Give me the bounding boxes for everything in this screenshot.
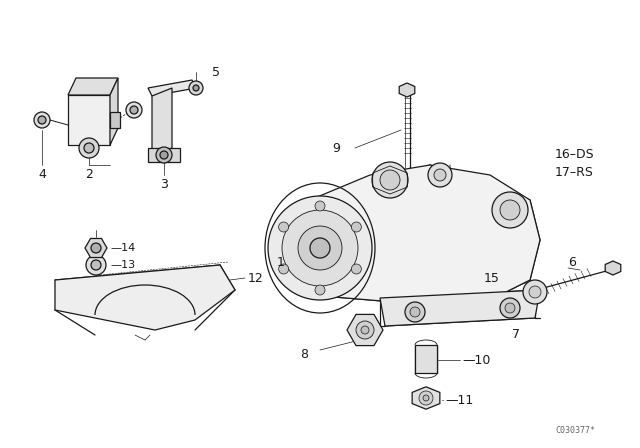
- Circle shape: [278, 264, 289, 274]
- Text: 5: 5: [212, 65, 220, 78]
- Circle shape: [351, 264, 362, 274]
- Polygon shape: [55, 265, 235, 330]
- Polygon shape: [380, 290, 540, 326]
- Polygon shape: [347, 314, 383, 345]
- Circle shape: [160, 151, 168, 159]
- Polygon shape: [110, 112, 120, 128]
- Circle shape: [86, 255, 106, 275]
- Polygon shape: [412, 387, 440, 409]
- Text: —10: —10: [462, 353, 490, 366]
- Circle shape: [423, 395, 429, 401]
- Text: 17–RS: 17–RS: [555, 165, 594, 178]
- Polygon shape: [85, 238, 107, 258]
- Text: —14: —14: [110, 243, 135, 253]
- Circle shape: [500, 298, 520, 318]
- Text: C030377*: C030377*: [555, 426, 595, 435]
- Circle shape: [428, 163, 452, 187]
- Bar: [415, 345, 437, 373]
- Circle shape: [434, 169, 446, 181]
- Text: 3: 3: [160, 178, 168, 191]
- Circle shape: [278, 222, 289, 232]
- Polygon shape: [148, 148, 180, 162]
- Text: 15: 15: [484, 271, 500, 284]
- Polygon shape: [152, 88, 172, 156]
- Text: —11: —11: [445, 393, 473, 406]
- Circle shape: [298, 226, 342, 270]
- Circle shape: [315, 201, 325, 211]
- Circle shape: [410, 307, 420, 317]
- Circle shape: [380, 170, 400, 190]
- Polygon shape: [605, 261, 621, 275]
- Polygon shape: [68, 95, 110, 145]
- Circle shape: [268, 196, 372, 300]
- Text: 9: 9: [332, 142, 340, 155]
- Circle shape: [505, 303, 515, 313]
- Circle shape: [351, 222, 362, 232]
- Circle shape: [91, 260, 101, 270]
- Circle shape: [126, 102, 142, 118]
- Circle shape: [282, 210, 358, 286]
- Text: 12: 12: [248, 271, 264, 284]
- Circle shape: [405, 302, 425, 322]
- Circle shape: [130, 106, 138, 114]
- Text: 2: 2: [85, 168, 93, 181]
- Circle shape: [523, 280, 547, 304]
- Circle shape: [79, 138, 99, 158]
- Circle shape: [419, 391, 433, 405]
- Circle shape: [361, 326, 369, 334]
- Circle shape: [356, 321, 374, 339]
- Circle shape: [193, 85, 199, 91]
- Text: 16–DS: 16–DS: [555, 148, 595, 161]
- Polygon shape: [148, 80, 196, 96]
- Circle shape: [38, 116, 46, 124]
- Circle shape: [34, 112, 50, 128]
- Polygon shape: [290, 165, 540, 305]
- Circle shape: [84, 143, 94, 153]
- Polygon shape: [399, 83, 415, 97]
- Circle shape: [529, 286, 541, 298]
- Text: 8: 8: [300, 349, 308, 362]
- Circle shape: [500, 200, 520, 220]
- Text: 6: 6: [568, 255, 576, 268]
- Circle shape: [372, 162, 408, 198]
- Circle shape: [310, 238, 330, 258]
- Text: 4: 4: [38, 168, 46, 181]
- Circle shape: [315, 285, 325, 295]
- Polygon shape: [68, 78, 118, 95]
- Polygon shape: [110, 78, 118, 145]
- Text: 7: 7: [512, 328, 520, 341]
- Circle shape: [189, 81, 203, 95]
- Text: —13: —13: [110, 260, 135, 270]
- Circle shape: [91, 243, 101, 253]
- Circle shape: [156, 147, 172, 163]
- Text: 1: 1: [277, 255, 285, 268]
- Circle shape: [492, 192, 528, 228]
